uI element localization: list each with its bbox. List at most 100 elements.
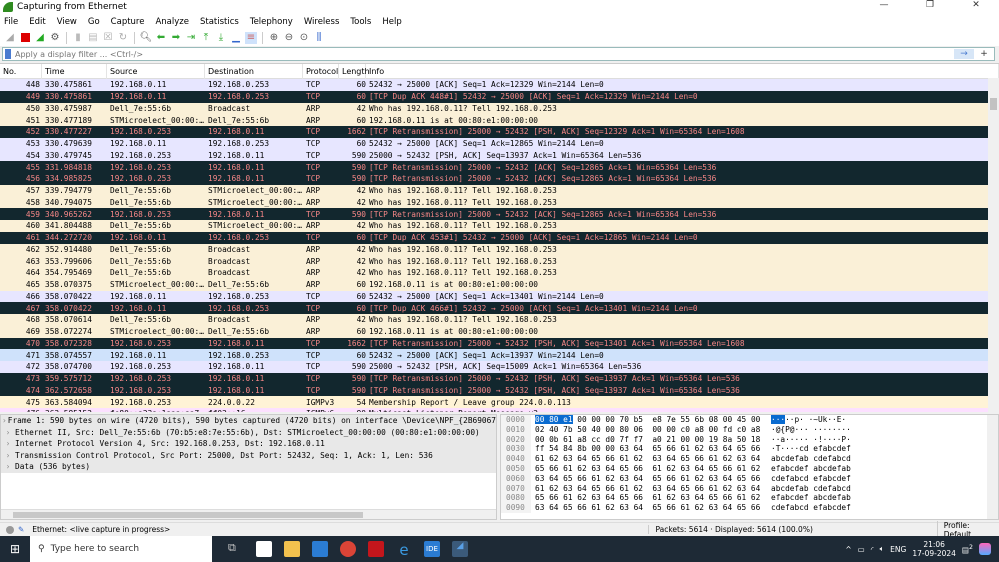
- stop-capture-icon[interactable]: [19, 32, 31, 44]
- hex-bytes[interactable]: 65 66 61 62 63 64 65 66 61 62 63 64 65 6…: [531, 464, 771, 474]
- open-file-icon[interactable]: ▮: [75, 32, 81, 43]
- packet-row[interactable]: 449 330.475861 192.168.0.11 192.168.0.253 TC…: [0, 90, 999, 103]
- hex-ascii[interactable]: ··a····· ·!····P·: [771, 435, 971, 445]
- packet-row[interactable]: 471 358.074557 192.168.0.11 192.168.0.253 TC…: [0, 349, 999, 361]
- taskbar-search[interactable]: ⚲ Type here to search: [30, 536, 212, 562]
- microsoft-store-icon[interactable]: [256, 541, 272, 557]
- packet-row[interactable]: 458 340.794075 Dell_7e:55:6b STMicroelect_0…: [0, 196, 999, 209]
- go-forward-icon[interactable]: ➡: [171, 32, 181, 43]
- hex-bytes[interactable]: 65 66 61 62 63 64 65 66 61 62 63 64 65 6…: [531, 493, 771, 503]
- menu-view[interactable]: View: [56, 16, 77, 27]
- packet-row[interactable]: 475 363.584094 192.168.0.253 224.0.0.22 IGMP…: [0, 396, 999, 408]
- scrollbar-thumb[interactable]: [13, 512, 363, 518]
- packet-row[interactable]: 466 358.070422 192.168.0.11 192.168.0.253 TC…: [0, 290, 999, 303]
- menu-capture[interactable]: Capture: [110, 16, 145, 27]
- packet-row[interactable]: 454 330.479745 192.168.0.253 192.168.0.11 TC…: [0, 149, 999, 162]
- expert-info-icon[interactable]: [6, 525, 14, 534]
- copilot-icon[interactable]: [979, 543, 991, 555]
- packet-row[interactable]: 470 358.072328 192.168.0.253 192.168.0.11 TC…: [0, 337, 999, 350]
- menu-wireless[interactable]: Wireless: [303, 16, 340, 27]
- scrollbar-thumb[interactable]: [990, 98, 997, 110]
- packet-row[interactable]: 456 334.985825 192.168.0.253 192.168.0.11 TC…: [0, 173, 999, 185]
- details-horizontal-scrollbar[interactable]: [1, 509, 496, 519]
- packet-row[interactable]: 464 354.795469 Dell_7e:55:6b Broadcast ARP 42…: [0, 267, 999, 279]
- chevron-right-icon[interactable]: ›: [5, 439, 11, 449]
- packet-row[interactable]: 468 358.070614 Dell_7e:55:6b Broadcast ARP 42…: [0, 314, 999, 326]
- hex-bytes[interactable]: 00 80 e1 00 00 00 70 b5 e8 7e 55 6b 08 0…: [531, 415, 771, 425]
- volume-icon[interactable]: 🔈︎: [879, 544, 885, 553]
- menu-go[interactable]: Go: [87, 16, 100, 27]
- go-to-packet-icon[interactable]: ⇥: [186, 32, 196, 43]
- display-filter-input[interactable]: [15, 49, 954, 59]
- add-filter-button[interactable]: +: [980, 49, 988, 59]
- detail-tree-item[interactable]: › Ethernet II, Src: Dell_7e:55:6b (70:b5:…: [1, 426, 496, 438]
- chevron-right-icon[interactable]: ›: [2, 416, 7, 426]
- column-info[interactable]: Info: [366, 64, 999, 79]
- hex-bytes[interactable]: 02 40 7b 50 40 00 80 06 00 00 c0 a8 00 f…: [531, 425, 771, 435]
- maximize-button[interactable]: ❐: [925, 0, 935, 10]
- first-packet-icon[interactable]: ⤒: [203, 32, 209, 43]
- hex-ascii[interactable]: cdefabcd efabcdef: [771, 503, 971, 513]
- minimize-button[interactable]: —: [879, 0, 889, 10]
- detail-tree-item[interactable]: › Internet Protocol Version 4, Src: 192.1…: [1, 438, 496, 450]
- packet-row[interactable]: 469 358.072274 STMicroelect_00:00:… Dell_7e…: [0, 325, 999, 338]
- chevron-right-icon[interactable]: ›: [5, 462, 11, 472]
- column-source[interactable]: Source: [107, 64, 205, 79]
- selected-ascii[interactable]: ···: [771, 415, 786, 424]
- packet-row[interactable]: 451 330.477189 STMicroelect_00:00:… Dell_7e…: [0, 114, 999, 126]
- chevron-right-icon[interactable]: ›: [5, 450, 11, 460]
- hex-ascii[interactable]: cdefabcd efabcdef: [771, 474, 971, 484]
- packet-row[interactable]: 460 341.804488 Dell_7e:55:6b STMicroelect_0…: [0, 220, 999, 232]
- ide-icon[interactable]: IDE: [424, 541, 440, 557]
- hex-ascii[interactable]: ·····p· ·~Uk··E·: [771, 415, 971, 425]
- hex-ascii[interactable]: ·@{P@··· ········: [771, 425, 971, 435]
- profile-label[interactable]: Profile: Default: [936, 520, 999, 539]
- hex-bytes[interactable]: 63 64 65 66 61 62 63 64 65 66 61 62 63 6…: [531, 474, 771, 484]
- acrobat-icon[interactable]: [368, 541, 384, 557]
- packet-row[interactable]: 463 353.799606 Dell_7e:55:6b Broadcast ARP 42…: [0, 255, 999, 267]
- packet-row[interactable]: 467 358.070422 192.168.0.11 192.168.0.253 TC…: [0, 302, 999, 314]
- packet-row[interactable]: 476363.585152fe80::a23a:1aaa:aa7…ff02::1…: [0, 408, 999, 412]
- packet-row[interactable]: 474 362.572658 192.168.0.253 192.168.0.11 TC…: [0, 384, 999, 397]
- capture-comment-icon[interactable]: ✎: [17, 525, 25, 534]
- detail-tree-item[interactable]: › Frame 1: 590 bytes on wire (4720 bits),…: [1, 415, 496, 427]
- menu-edit[interactable]: Edit: [29, 16, 46, 27]
- column-length[interactable]: Length: [339, 64, 370, 79]
- detail-tree-item[interactable]: › Transmission Control Protocol, Src Port…: [1, 449, 496, 461]
- wifi-icon[interactable]: ◜: [870, 544, 874, 554]
- close-file-icon[interactable]: ☒: [103, 32, 113, 43]
- capture-options-icon[interactable]: ⚙: [50, 32, 60, 43]
- menu-help[interactable]: Help: [382, 16, 402, 27]
- colorize-icon[interactable]: ≡: [245, 31, 257, 44]
- chevron-right-icon[interactable]: ›: [5, 427, 11, 437]
- normal-size-icon[interactable]: ⊙: [299, 32, 309, 43]
- packet-row[interactable]: 459 340.965262 192.168.0.253 192.168.0.11 TC…: [0, 208, 999, 220]
- hex-bytes[interactable]: ff 54 84 8b 00 00 63 64 65 66 61 62 63 6…: [531, 444, 771, 454]
- apply-filter-button[interactable]: →: [954, 49, 974, 59]
- packet-row[interactable]: 473 359.575712 192.168.0.253 192.168.0.11 TC…: [0, 372, 999, 385]
- column-time[interactable]: Time: [42, 64, 107, 79]
- selected-bytes[interactable]: 00 80 e1: [535, 415, 573, 424]
- hex-bytes[interactable]: 61 62 63 64 65 66 61 62 63 64 65 66 61 6…: [531, 484, 771, 494]
- menu-telephony[interactable]: Telephony: [249, 16, 293, 27]
- hex-bytes[interactable]: 63 64 65 66 61 62 63 64 65 66 61 62 63 6…: [531, 503, 771, 513]
- file-explorer-icon[interactable]: [284, 541, 300, 557]
- bookmark-icon[interactable]: [5, 49, 11, 59]
- column-no[interactable]: No.: [0, 64, 42, 79]
- language-indicator[interactable]: ENG: [890, 544, 907, 554]
- zoom-in-icon[interactable]: ⊕: [269, 32, 279, 43]
- hex-ascii[interactable]: abcdefab cdefabcd: [771, 484, 971, 494]
- menu-analyze[interactable]: Analyze: [155, 16, 189, 27]
- detail-tree-item[interactable]: › Data (536 bytes): [1, 461, 496, 473]
- go-back-icon[interactable]: ⬅: [156, 32, 166, 43]
- last-packet-icon[interactable]: ⤓: [218, 32, 224, 43]
- hex-bytes[interactable]: 61 62 63 64 65 66 61 62 63 64 65 66 61 6…: [531, 454, 771, 464]
- notifications-icon[interactable]: ▤2: [961, 543, 973, 555]
- mail-icon[interactable]: [312, 541, 328, 557]
- hex-bytes[interactable]: 00 0b 61 a8 cc d0 7f f7 a0 21 00 00 19 8…: [531, 435, 771, 445]
- shark-fin-start-icon[interactable]: ◢: [6, 32, 14, 43]
- column-protocol[interactable]: Protocol: [303, 64, 339, 79]
- resize-columns-icon[interactable]: ⫼: [316, 32, 322, 43]
- task-view-icon[interactable]: ⧉: [228, 541, 236, 554]
- chrome-icon[interactable]: [340, 541, 356, 557]
